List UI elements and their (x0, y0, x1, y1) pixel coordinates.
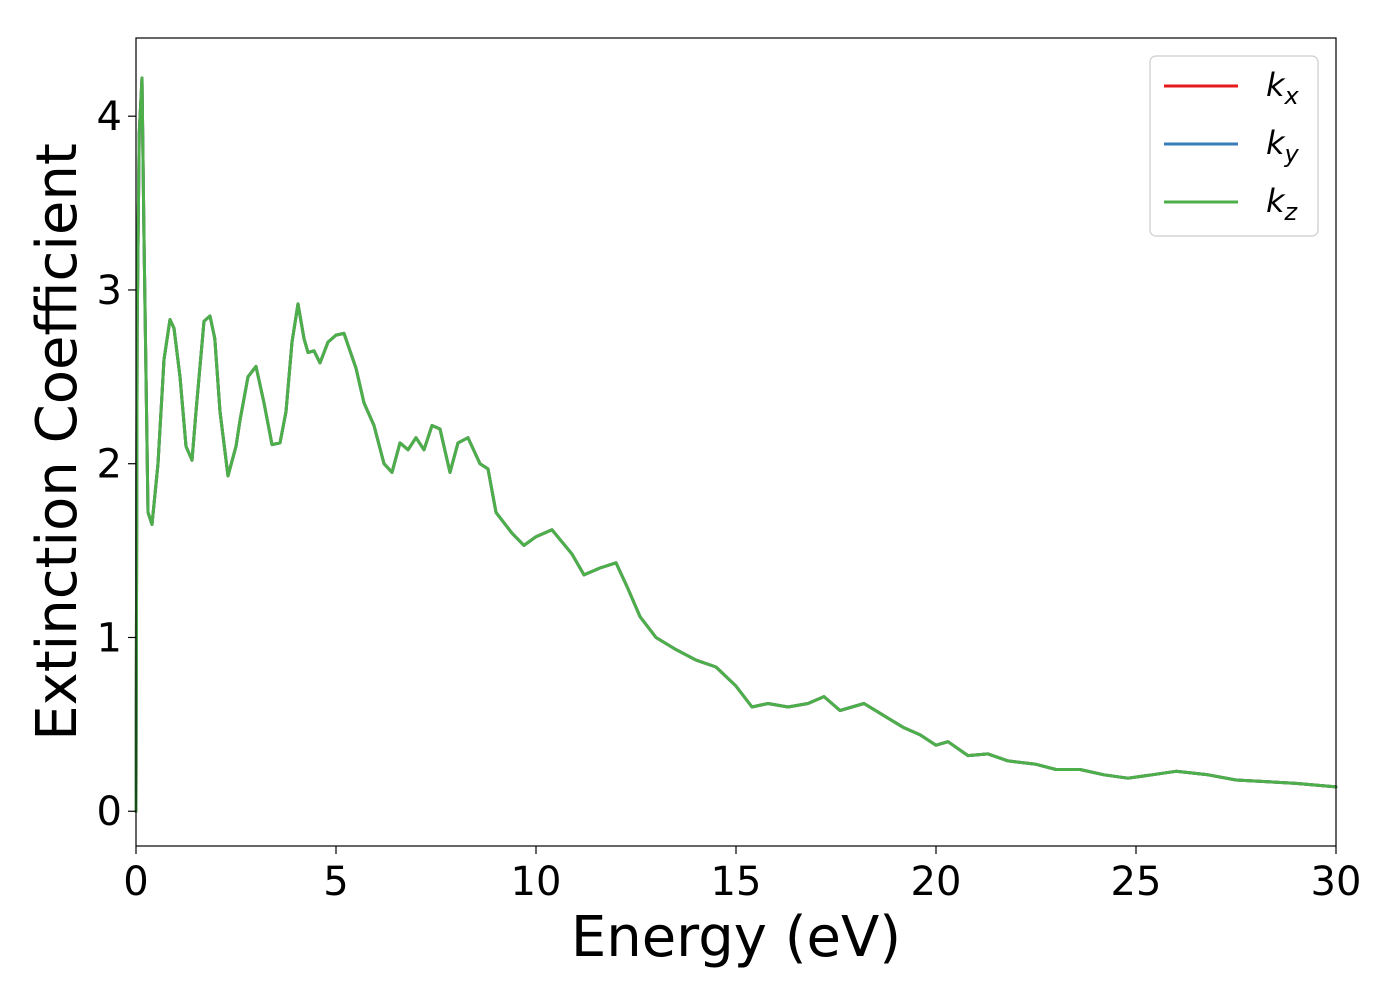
y-tick-label: 3 (97, 268, 122, 314)
x-tick-label: 10 (511, 859, 562, 905)
x-tick-label: 30 (1311, 859, 1362, 905)
y-tick-label: 4 (97, 94, 122, 140)
x-tick-label: 0 (123, 859, 148, 905)
y-tick-label: 2 (97, 442, 122, 488)
y-axis-title: Extinction Coefficient (25, 143, 90, 741)
legend-label-y: ky (1266, 124, 1300, 168)
x-tick-label: 5 (323, 859, 348, 905)
x-tick-label: 15 (711, 859, 762, 905)
legend-label-subscript: y (1284, 140, 1300, 168)
legend-frame (1149, 55, 1319, 237)
x-tick-label: 25 (1111, 859, 1162, 905)
legend-label-subscript: x (1284, 82, 1300, 110)
ticks-layer: 0 5 10 15 20 25 30 0 1 2 3 4 (97, 94, 1362, 905)
legend-label-base: k (1266, 66, 1286, 104)
legend-label-x: kx (1266, 66, 1300, 110)
series-layer (134, 76, 1338, 813)
legend-label-base: k (1266, 182, 1286, 220)
y-tick-label: 0 (97, 789, 122, 835)
x-tick-label: 20 (911, 859, 962, 905)
y-tick-label: 1 (97, 615, 122, 661)
legend-label-subscript: z (1284, 198, 1299, 226)
series-line-z (134, 76, 1338, 813)
legend-label-z: kz (1266, 182, 1299, 226)
x-axis-title: Energy (eV) (571, 905, 901, 970)
legend-label-base: k (1266, 124, 1286, 162)
